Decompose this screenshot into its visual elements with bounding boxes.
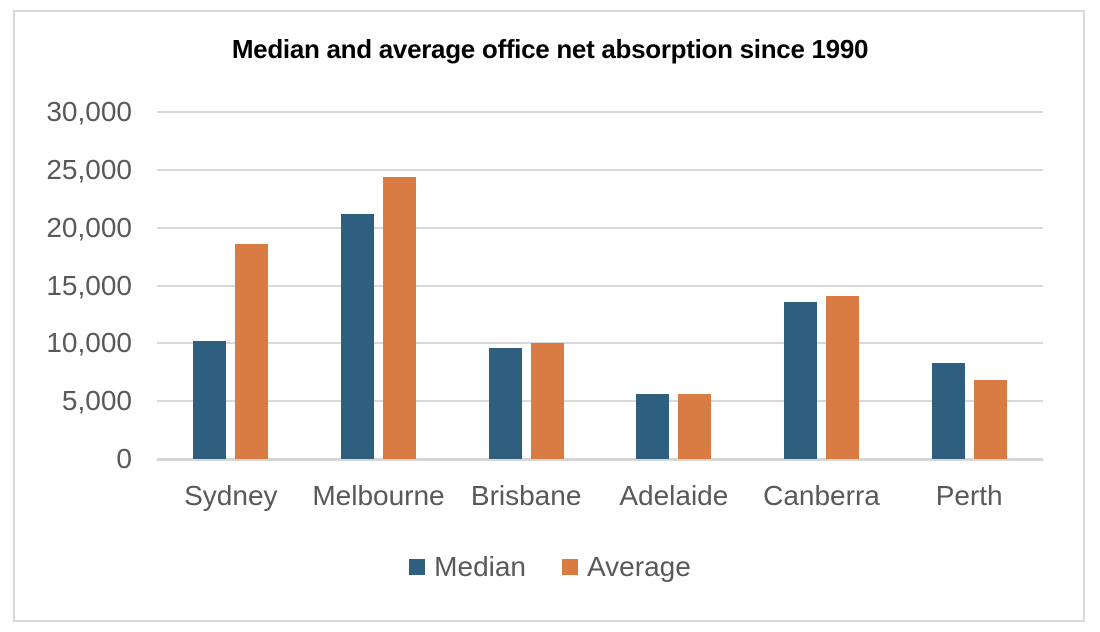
x-axis-label-brisbane: Brisbane <box>470 480 582 511</box>
legend-item-average: Average <box>562 551 691 583</box>
y-axis-tick-label: 15,000 <box>46 269 132 301</box>
legend-label-median: Median <box>434 551 527 582</box>
legend-item-median: Median <box>409 551 526 583</box>
y-axis-tick-label: 0 <box>116 443 132 474</box>
bar-average-melbourne <box>383 177 416 459</box>
gridline <box>157 342 1043 345</box>
y-axis-tick-label: 25,000 <box>46 153 132 185</box>
bar-average-adelaide <box>678 394 711 459</box>
gridline <box>157 111 1043 113</box>
y-axis-tick-label: 10,000 <box>46 327 132 359</box>
x-axis-label-melbourne: Melbourne <box>312 480 445 511</box>
bar-average-brisbane <box>531 343 564 459</box>
gridline <box>157 400 1043 403</box>
chart-frame <box>13 10 1085 622</box>
x-axis-label-perth: Perth <box>935 480 1003 511</box>
gridline <box>157 168 1043 171</box>
x-axis-label-adelaide: Adelaide <box>619 480 729 511</box>
legend: Median Average <box>0 551 1100 583</box>
bar-median-perth <box>932 363 965 459</box>
bar-average-canberra <box>826 296 859 459</box>
gridline <box>157 226 1043 229</box>
legend-label-average: Average <box>587 551 691 582</box>
bar-average-sydney <box>235 244 268 459</box>
gridline <box>157 284 1043 287</box>
legend-swatch-average <box>562 559 579 575</box>
bar-median-canberra <box>784 302 817 459</box>
y-axis-tick-label: 5,000 <box>61 385 132 417</box>
bar-average-perth <box>974 380 1007 459</box>
bar-median-melbourne <box>341 214 374 459</box>
x-axis-label-sydney: Sydney <box>184 480 278 511</box>
bar-median-sydney <box>193 341 226 459</box>
bar-median-adelaide <box>636 394 669 459</box>
legend-swatch-median <box>409 559 426 575</box>
x-axis-line <box>157 458 1043 461</box>
chart-title: Median and average office net absorption… <box>231 34 869 64</box>
y-axis-tick-label: 20,000 <box>46 211 132 243</box>
bar-median-brisbane <box>489 348 522 459</box>
y-axis-tick-label: 30,000 <box>46 96 132 127</box>
x-axis-label-canberra: Canberra <box>763 480 880 511</box>
